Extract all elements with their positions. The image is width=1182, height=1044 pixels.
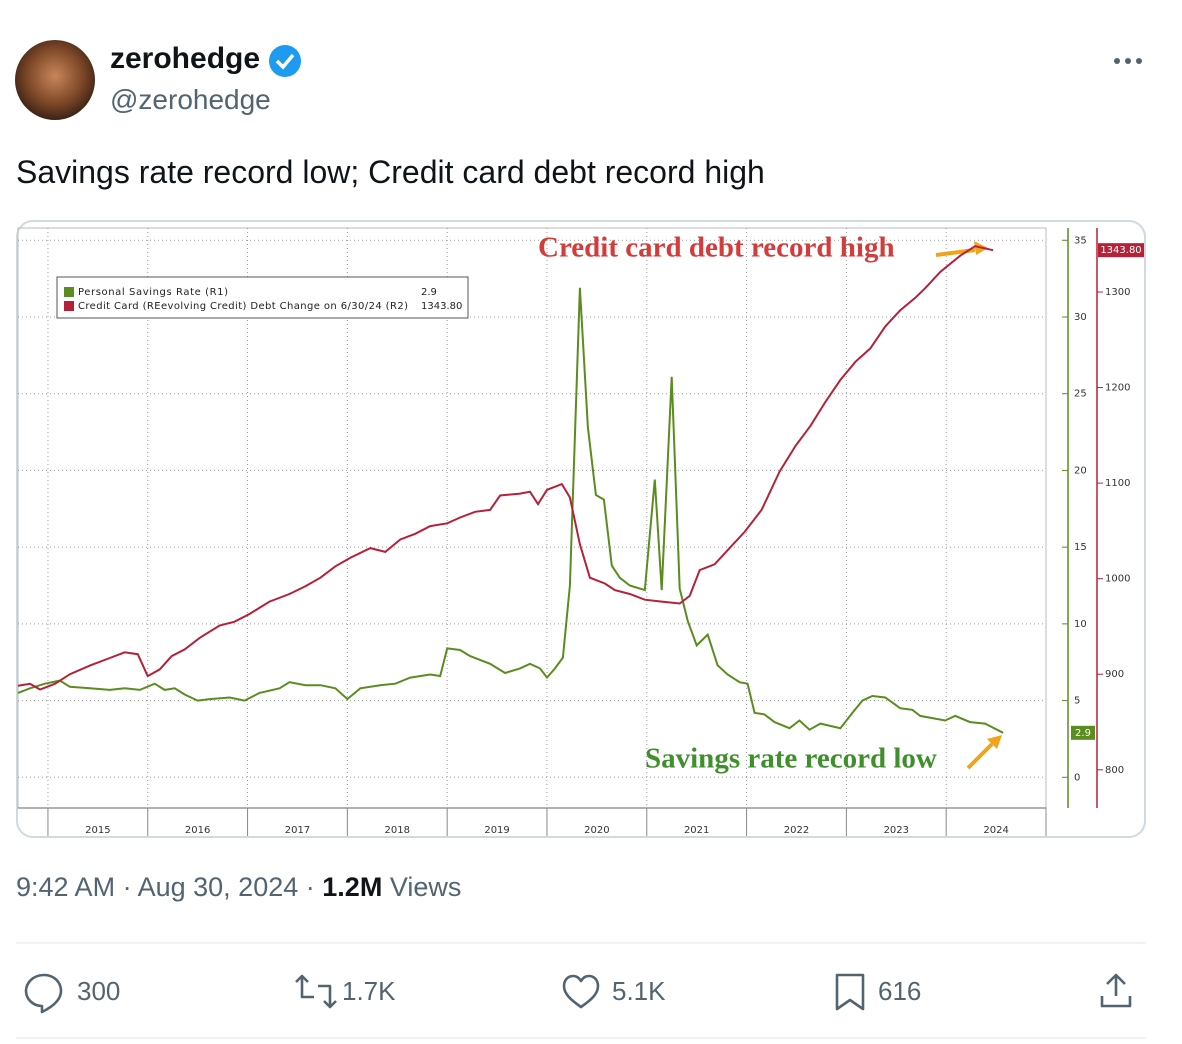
views-label: Views — [389, 872, 462, 902]
separator: · — [122, 872, 132, 902]
latest-value-box — [1098, 243, 1144, 258]
x-tick-label: 2022 — [784, 825, 809, 836]
date[interactable]: Aug 30, 2024 — [137, 872, 299, 902]
series-line — [17, 287, 1004, 734]
y-tick-label: 10 — [1074, 619, 1087, 630]
x-tick-label: 2021 — [684, 825, 709, 836]
legend — [56, 276, 469, 319]
more-menu[interactable] — [1114, 58, 1142, 64]
reply-count[interactable]: 300 — [77, 976, 121, 1006]
x-tick-label: 2016 — [185, 825, 210, 836]
legend-value: 1343.80 — [421, 301, 462, 312]
like-icon[interactable] — [562, 974, 600, 1009]
y-tick-label: 15 — [1074, 542, 1087, 553]
legend-swatch — [64, 301, 74, 311]
y2-tick-label: 1300 — [1105, 287, 1130, 298]
x-tick-label: 2023 — [884, 825, 909, 836]
legend-label: Credit Card (REevolving Credit) Debt Cha… — [78, 301, 408, 312]
user-name[interactable]: zerohedge — [110, 42, 261, 75]
latest-value-box — [1071, 725, 1095, 740]
latest-value-label: 1343.80 — [1100, 245, 1141, 256]
latest-value-label: 2.9 — [1075, 728, 1091, 739]
tweet-text: Savings rate record low; Credit card deb… — [16, 154, 765, 190]
separator: · — [305, 872, 315, 902]
verified-badge — [269, 45, 301, 77]
x-tick-label: 2015 — [85, 825, 110, 836]
y-tick-label: 5 — [1074, 696, 1080, 707]
repost-icon[interactable] — [295, 974, 337, 1009]
legend-value: 2.9 — [421, 287, 437, 298]
y2-tick-label: 1000 — [1105, 574, 1130, 585]
user-handle[interactable]: @zerohedge — [110, 84, 271, 115]
annotation: Credit card debt record high — [538, 232, 895, 264]
like-count[interactable]: 5.1K — [612, 976, 666, 1006]
x-tick-label: 2017 — [285, 825, 310, 836]
bookmark-icon[interactable] — [835, 973, 865, 1011]
y-tick-label: 20 — [1074, 465, 1087, 476]
reply-icon[interactable] — [24, 973, 63, 1014]
views-count: 1.2M — [322, 872, 383, 902]
legend-swatch — [64, 287, 74, 297]
y2-tick-label: 1200 — [1105, 383, 1130, 394]
time[interactable]: 9:42 AM — [16, 872, 116, 902]
x-tick-label: 2018 — [385, 825, 410, 836]
annotation: Savings rate record low — [645, 743, 937, 775]
x-tick-label: 2024 — [983, 825, 1008, 836]
y-tick-label: 0 — [1074, 772, 1080, 783]
chart[interactable]: 0 5 10 15 20 25 30 35 800 900 1000 1100 1200 1300 2015… — [16, 220, 1146, 838]
x-tick-label: 2019 — [484, 825, 509, 836]
y-tick-label: 35 — [1074, 235, 1087, 246]
y2-tick-label: 900 — [1105, 669, 1124, 680]
avatar[interactable] — [15, 40, 95, 120]
x-tick-label: 2020 — [584, 825, 609, 836]
repost-count[interactable]: 1.7K — [342, 976, 396, 1006]
share-icon[interactable] — [1100, 973, 1132, 1008]
bookmark-count[interactable]: 616 — [878, 976, 922, 1006]
series-line — [17, 245, 994, 691]
legend-label: Personal Savings Rate (R1) — [78, 287, 228, 298]
y-tick-label: 30 — [1074, 312, 1087, 323]
timestamp: 9:42 AM · Aug 30, 2024 · 1.2M Views — [16, 872, 461, 903]
y2-tick-label: 1100 — [1105, 478, 1130, 489]
y2-tick-label: 800 — [1105, 765, 1124, 776]
y-tick-label: 25 — [1074, 389, 1087, 400]
chart-content: 0 5 10 15 20 25 30 35 800 900 1000 1100 1200 1300 2015… — [17, 227, 1144, 836]
